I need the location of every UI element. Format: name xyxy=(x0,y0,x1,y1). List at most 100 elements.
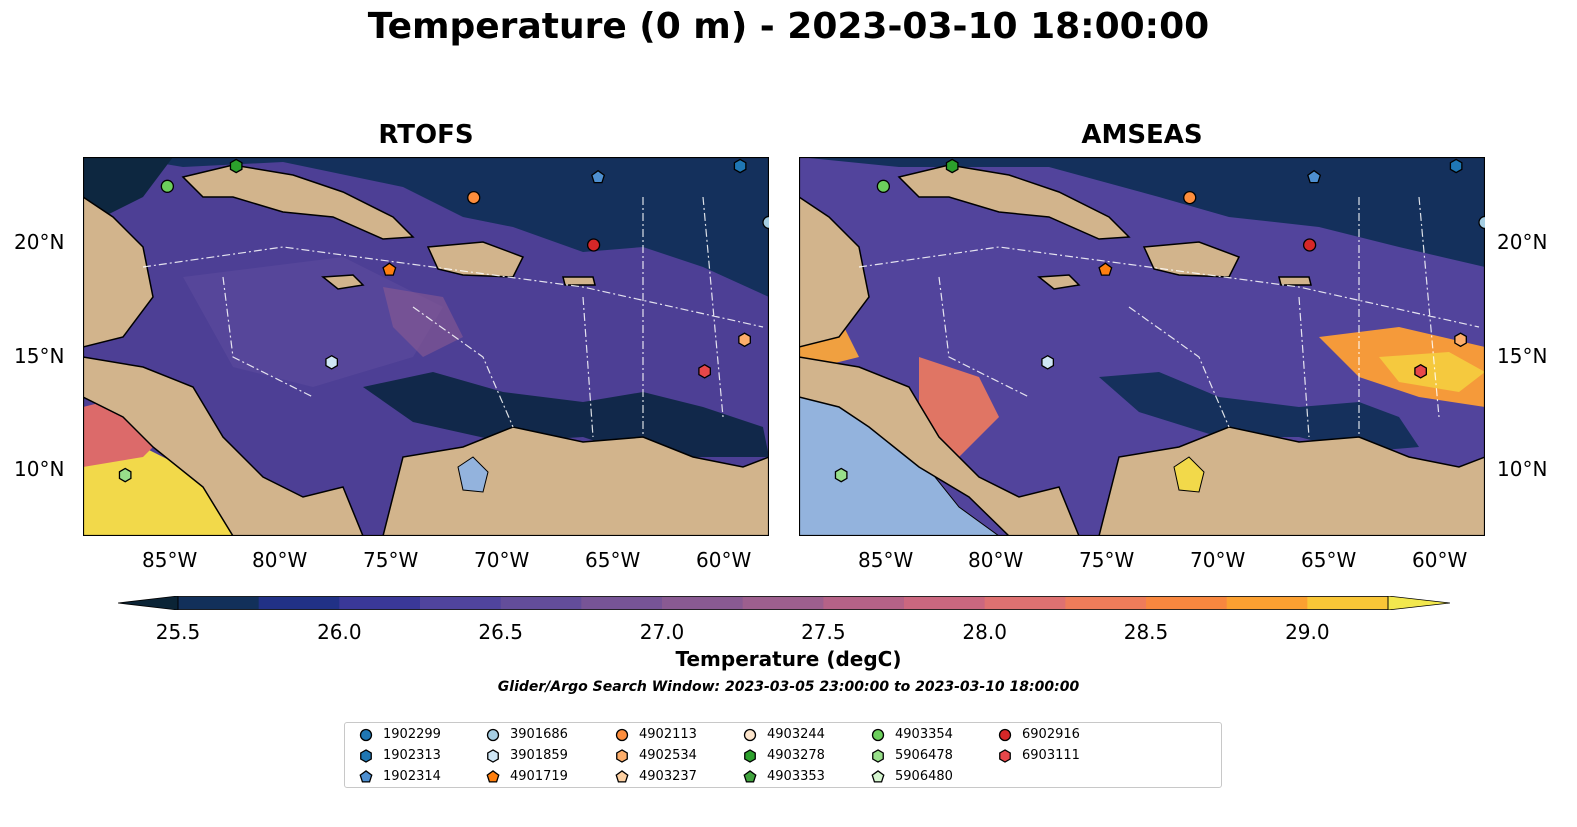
south-america-land xyxy=(382,426,769,536)
lon-label-80w: 80°W xyxy=(968,548,1024,572)
central-purple xyxy=(183,257,443,387)
colorbar-segment xyxy=(178,596,260,610)
float-marker-1902313 xyxy=(733,158,747,174)
atlantic-cool-water xyxy=(799,157,1485,267)
float-marker-1902314 xyxy=(1307,169,1322,184)
lon-label-75w: 75°W xyxy=(1079,548,1135,572)
puerto-rico-land xyxy=(1278,276,1312,286)
legend-item-5906478: 5906478 xyxy=(871,747,953,765)
float-marker-6902916 xyxy=(586,238,601,252)
float-marker-4902534 xyxy=(738,332,751,348)
colorbar-segment xyxy=(1065,596,1147,610)
legend-label: 3901686 xyxy=(510,727,568,742)
colorbar-segment xyxy=(581,596,663,610)
lon-label-60w: 60°W xyxy=(696,548,752,572)
hexagon-marker-icon xyxy=(487,749,499,763)
yucatan-land xyxy=(83,196,154,348)
lat-label-20n-right: 20°N xyxy=(1497,230,1548,254)
legend-label: 4902113 xyxy=(639,727,697,742)
lon-label-75w: 75°W xyxy=(363,548,419,572)
colorbar-segment xyxy=(662,596,744,610)
legend-item-4903354: 4903354 xyxy=(871,726,953,744)
legend-label: 1902313 xyxy=(383,748,441,763)
windward-warm xyxy=(383,287,463,357)
legend-label: 6902916 xyxy=(1022,727,1080,742)
colorbar xyxy=(118,596,1450,610)
legend-item-4902113: 4902113 xyxy=(615,726,697,744)
lon-label-80w: 80°W xyxy=(252,548,308,572)
lon-label-70w: 70°W xyxy=(1190,548,1246,572)
legend-label: 4903244 xyxy=(767,727,825,742)
colorbar-tick-label: 27.5 xyxy=(801,620,846,644)
legend-label: 3901859 xyxy=(510,748,568,763)
colorbar-tick-label: 29.0 xyxy=(1285,620,1330,644)
colorbar-segment xyxy=(984,596,1066,610)
float-marker-4903354 xyxy=(876,179,891,193)
pentagon-marker-icon xyxy=(871,770,885,783)
legend-item-4903237: 4903237 xyxy=(615,768,697,786)
lon-label-85w: 85°W xyxy=(858,548,914,572)
float-marker-1902314 xyxy=(591,169,606,184)
pentagon-marker-icon xyxy=(743,770,757,783)
lon-label-70w: 70°W xyxy=(474,548,530,572)
atlantic-cool-water xyxy=(83,157,769,297)
eastern-hot-core xyxy=(1379,352,1485,392)
colorbar-tick-label: 27.0 xyxy=(639,620,685,644)
caribbean-cool-band xyxy=(363,372,769,457)
float-marker-3901859 xyxy=(325,354,339,370)
legend-label: 4903278 xyxy=(767,748,825,763)
northwest-deep-cool xyxy=(83,157,173,217)
float-marker-5906478 xyxy=(118,467,132,483)
legend-item-1902299: 1902299 xyxy=(359,726,441,744)
central-america-warm xyxy=(919,357,999,457)
rtofs-map xyxy=(83,157,769,536)
float-marker-4902113 xyxy=(467,190,481,205)
legend-label: 6903111 xyxy=(1022,748,1080,763)
hispaniola-land xyxy=(1142,241,1241,278)
lat-label-20n-left: 20°N xyxy=(14,230,65,254)
colorbar-segment xyxy=(1146,596,1228,610)
legend-label: 1902299 xyxy=(383,727,441,742)
float-marker-4901719 xyxy=(382,262,397,276)
circle-marker-icon xyxy=(615,728,629,742)
pentagon-marker-icon xyxy=(359,770,373,783)
float-marker-4903354 xyxy=(160,179,175,193)
colorbar-segment xyxy=(420,596,502,610)
legend-label: 4903353 xyxy=(767,769,825,784)
panel-title-amseas: AMSEAS xyxy=(1081,120,1203,150)
lon-label-65w: 65°W xyxy=(585,548,641,572)
hexagon-marker-icon xyxy=(999,749,1011,763)
float-marker-4902534 xyxy=(1454,332,1467,348)
float-marker-4901719 xyxy=(1098,262,1113,276)
float-marker-4903278 xyxy=(945,158,959,174)
colorbar-tick-label: 28.0 xyxy=(962,620,1007,644)
lon-label-60w: 60°W xyxy=(1412,548,1468,572)
central-america-land xyxy=(799,356,1080,536)
float-marker-4903278 xyxy=(229,158,243,174)
legend-item-4903278: 4903278 xyxy=(743,747,825,765)
circle-marker-icon xyxy=(359,728,373,742)
float-legend: 1902299 1902313 1902314 3901686 3901859 49017… xyxy=(344,722,1222,788)
legend-label: 4903354 xyxy=(895,727,953,742)
colorbar-segment xyxy=(500,596,582,610)
panel-title-rtofs: RTOFS xyxy=(378,120,474,150)
cuba-land xyxy=(897,164,1131,240)
colorbar-segment xyxy=(742,596,824,610)
jamaica-land xyxy=(321,274,365,290)
legend-item-4901719: 4901719 xyxy=(486,768,568,786)
float-marker-6902916 xyxy=(1302,238,1317,252)
lat-label-10n-right: 10°N xyxy=(1497,457,1548,481)
legend-label: 1902314 xyxy=(383,769,441,784)
float-marker-4902113 xyxy=(1183,190,1197,205)
circle-marker-icon xyxy=(998,728,1012,742)
colorbar-segment xyxy=(339,596,421,610)
colorbar-segment xyxy=(1307,596,1389,610)
circle-marker-icon xyxy=(743,728,757,742)
colorbar-segment xyxy=(258,596,340,610)
legend-item-4903244: 4903244 xyxy=(743,726,825,744)
lat-label-10n-left: 10°N xyxy=(14,457,65,481)
legend-label: 4901719 xyxy=(510,769,568,784)
lon-label-65w: 65°W xyxy=(1301,548,1357,572)
pacific-warm-water xyxy=(83,447,233,536)
legend-label: 4902534 xyxy=(639,748,697,763)
